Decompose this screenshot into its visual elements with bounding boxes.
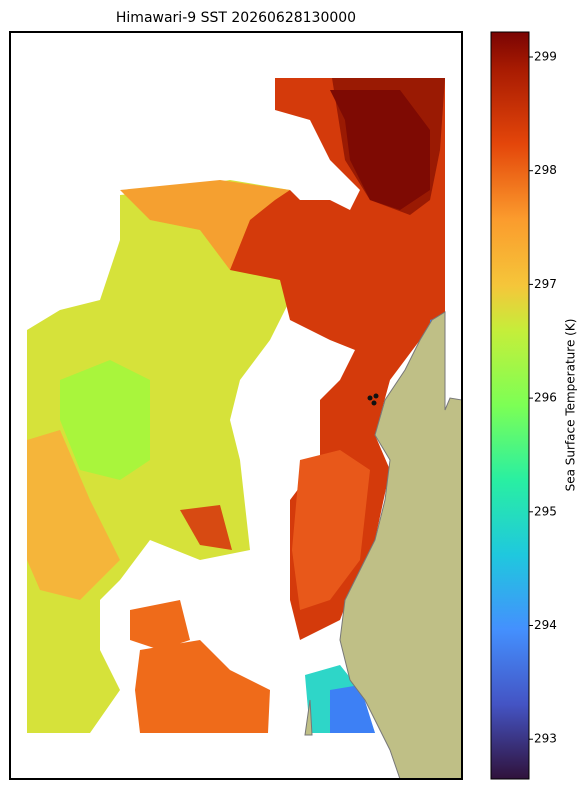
map-frame [9,31,463,780]
map [9,31,463,780]
colorbar-tick-label: 297 [534,277,557,291]
marker [373,393,379,399]
colorbar [490,31,530,780]
sst-region [27,430,120,600]
sst-region [180,505,232,550]
colorbar-tick-label: 298 [534,163,557,177]
colorbar-tick-label: 293 [534,732,557,746]
sst-region [27,180,290,733]
colorbar-tick-label: 299 [534,50,557,64]
marker [367,395,373,401]
colorbar-label: Sea Surface Temperature (K) [564,319,578,492]
sst-region [330,90,430,210]
colorbar-tick-label: 294 [534,618,557,632]
marker [371,400,377,406]
chart-title: Himawari-9 SST 20260628130000 [116,10,356,26]
land [304,699,313,736]
colorbar-tick-label: 296 [534,391,557,405]
sst-region [60,360,150,480]
colorbar-tick-label: 295 [534,504,557,518]
sst-region [130,600,270,733]
sst-region [230,78,445,640]
sst-region [292,450,370,610]
